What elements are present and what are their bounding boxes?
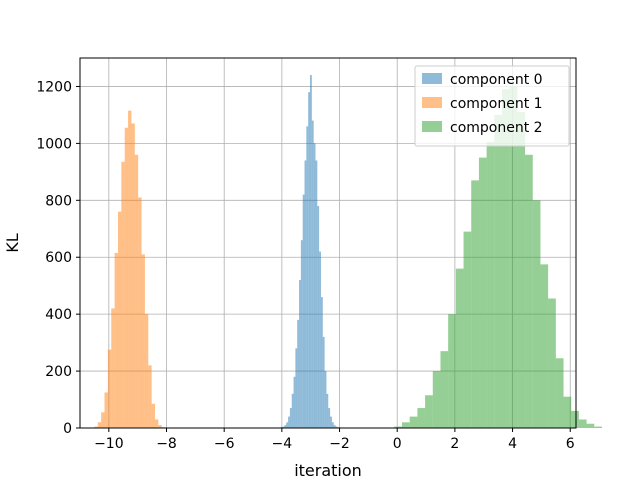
y-tick-label: 0 — [63, 421, 72, 437]
histogram-bar — [433, 371, 441, 428]
histogram-bar — [101, 412, 104, 428]
histogram-bar — [479, 158, 487, 428]
histogram-bar — [487, 142, 495, 428]
x-tick-label: −4 — [272, 436, 293, 452]
x-axis-ticks: −10 −8 −6 −4 −2 0 2 4 6 — [94, 428, 575, 452]
y-tick-label: 800 — [45, 193, 72, 209]
legend: component 0 component 1 component 2 — [415, 66, 569, 146]
histogram-bar — [464, 232, 472, 428]
histogram-bar — [587, 424, 595, 428]
histogram-bar — [540, 264, 548, 428]
histogram-bar — [131, 123, 134, 428]
histogram-bar — [138, 197, 141, 428]
histogram-bar — [310, 75, 312, 428]
x-tick-label: 0 — [393, 436, 402, 452]
histogram-bar — [456, 269, 464, 428]
histogram-bar — [135, 155, 138, 428]
histogram-bar — [303, 195, 305, 428]
histogram-bar — [319, 252, 321, 428]
y-tick-label: 1000 — [36, 136, 72, 152]
y-tick-label: 600 — [45, 250, 72, 266]
histogram-bar — [571, 411, 579, 428]
legend-swatch — [422, 121, 442, 132]
histogram-bar — [440, 351, 448, 428]
histogram-bar — [301, 240, 303, 428]
histogram-bar — [533, 200, 541, 428]
histogram-bar — [556, 358, 564, 428]
legend-entry-label: component 0 — [450, 72, 543, 88]
y-axis-label: KL — [3, 233, 22, 252]
histogram-bar — [305, 160, 307, 428]
histogram-bar — [330, 417, 332, 428]
histogram-bar — [448, 314, 456, 428]
histogram-bar — [152, 404, 155, 428]
histogram-bar — [297, 320, 299, 428]
y-tick-label: 200 — [45, 364, 72, 380]
histogram-bar — [317, 206, 319, 428]
histogram-bar — [292, 394, 294, 428]
x-tick-label: −8 — [156, 436, 177, 452]
histogram-bar — [315, 160, 317, 428]
histogram-bar — [494, 115, 502, 428]
histogram-bar — [294, 377, 296, 428]
histogram-bar — [312, 121, 314, 428]
x-tick-label: 4 — [508, 436, 517, 452]
histogram-bar — [332, 422, 334, 428]
histogram-bar — [325, 371, 327, 428]
x-tick-label: −6 — [214, 436, 235, 452]
histogram-bar — [314, 143, 316, 428]
legend-entry-label: component 1 — [450, 96, 543, 112]
y-tick-label: 1200 — [36, 79, 72, 95]
histogram-bar — [517, 112, 525, 428]
histogram-bar — [594, 427, 602, 428]
histogram-bar — [98, 422, 101, 428]
histogram-bar — [402, 422, 410, 428]
x-tick-label: −10 — [94, 436, 124, 452]
histogram-bar — [108, 350, 111, 428]
histogram-bar — [471, 180, 479, 428]
histogram-bar — [326, 394, 328, 428]
histogram-bar — [410, 417, 418, 428]
histogram-bar — [564, 397, 572, 428]
histogram-bar — [308, 92, 310, 428]
histogram-bar — [145, 314, 148, 428]
x-tick-label: −2 — [329, 436, 350, 452]
y-axis-ticks: 0 200 400 600 800 1000 1200 — [36, 79, 80, 437]
histogram-bar — [155, 419, 158, 428]
x-axis-label: iteration — [294, 461, 362, 480]
histogram-bar — [525, 155, 533, 428]
histogram-bar — [118, 212, 121, 428]
histogram-bar — [425, 395, 433, 428]
histogram-bar — [417, 408, 425, 428]
histogram-bar — [142, 254, 145, 428]
histogram-bar — [579, 419, 587, 428]
histogram-bar — [105, 392, 108, 428]
legend-entry-label: component 2 — [450, 120, 543, 136]
histogram-bar — [288, 417, 290, 428]
histogram-bar — [148, 365, 151, 428]
histogram-bar — [328, 408, 330, 428]
y-tick-label: 400 — [45, 307, 72, 323]
legend-swatch — [422, 97, 442, 108]
histogram-bar — [115, 253, 118, 428]
histogram-bar — [321, 297, 323, 428]
histogram-bar — [290, 408, 292, 428]
histogram-bar — [299, 280, 301, 428]
histogram-bar — [125, 128, 128, 428]
histogram-bar — [295, 348, 297, 428]
histogram-bar — [323, 337, 325, 428]
histogram-bar — [128, 111, 131, 428]
x-tick-label: 2 — [450, 436, 459, 452]
histogram-bar — [548, 299, 556, 429]
histogram-bar — [121, 162, 124, 428]
histogram-bar — [286, 422, 288, 428]
histogram-bar — [111, 308, 114, 428]
histogram-bar — [306, 126, 308, 428]
legend-swatch — [422, 73, 442, 84]
x-tick-label: 6 — [566, 436, 575, 452]
